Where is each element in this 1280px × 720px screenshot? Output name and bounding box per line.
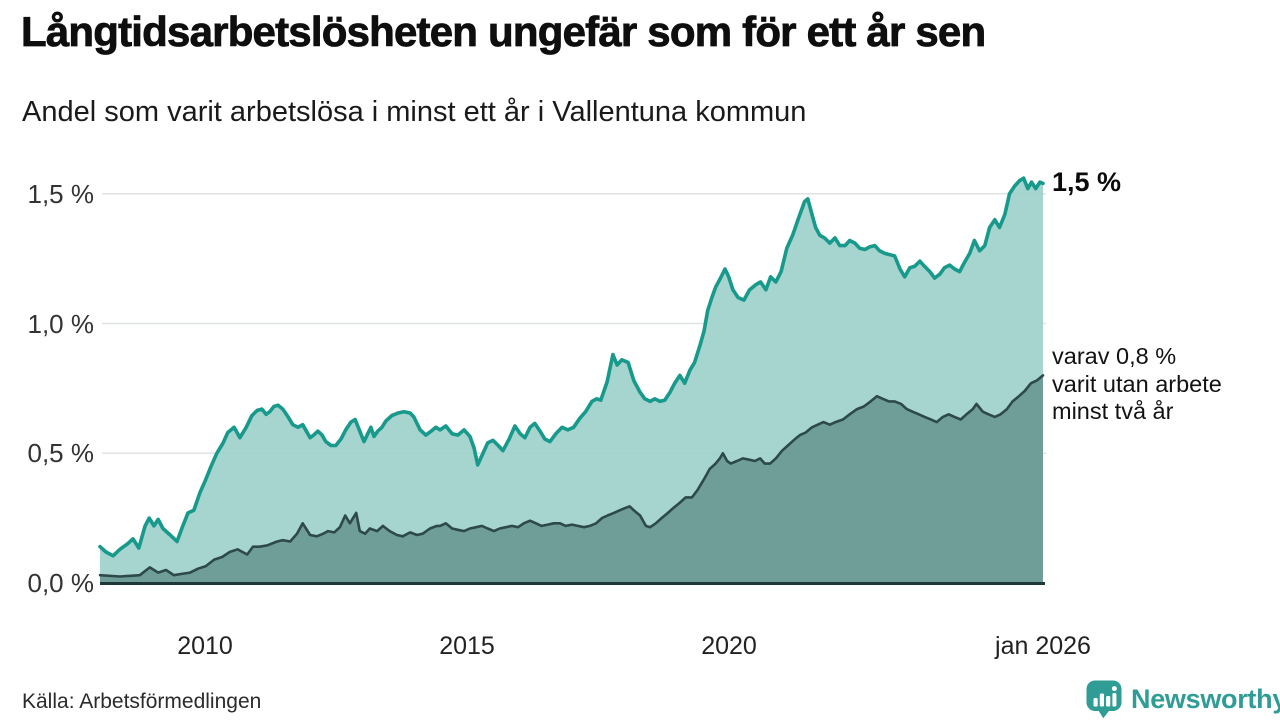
secondary-series-label: varav 0,8 % varit utan arbete minst två … [1052,343,1222,424]
newsworthy-wordmark: Newsworthy [1131,683,1280,714]
source-credit: Källa: Arbetsförmedlingen [22,690,262,713]
x-tick-label: 2020 [701,632,757,660]
y-tick-label: 1,5 % [27,178,95,209]
x-tick-label: jan 2026 [995,632,1091,660]
y-tick-label: 0,5 % [27,438,95,469]
line-minst-ett-ar [98,176,1045,558]
y-tick-label: 0,0 % [27,568,95,598]
line-minst-tva-ar [98,374,1045,578]
newsworthy-pin-icon [1085,679,1123,719]
x-tick-label: 2015 [439,632,495,660]
page-title: Långtidsarbetslösheten ungefär som för e… [21,8,987,56]
newsworthy-brand: Newsworthy [1085,679,1280,719]
latest-value-label: 1,5 % [1052,167,1122,197]
chart-subtitle: Andel som varit arbetslösa i minst ett å… [22,96,807,128]
y-tick-label: 1,0 % [27,308,95,339]
x-tick-label: 2010 [177,632,233,660]
